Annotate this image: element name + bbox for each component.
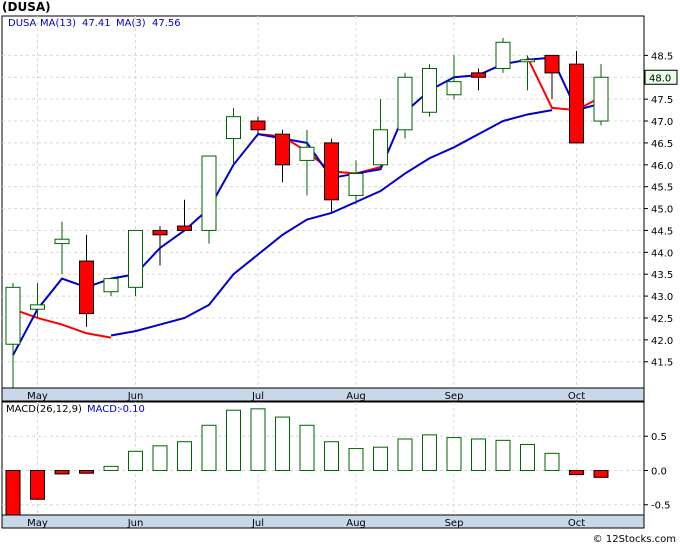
candle-body xyxy=(446,81,462,96)
macd-bar xyxy=(30,469,45,500)
price-tick-label: 42.5 xyxy=(651,314,673,325)
macd-bar xyxy=(128,450,143,471)
price-tick-label: 47.0 xyxy=(651,117,673,128)
macd-bar xyxy=(324,441,339,471)
macd-month-label: Sep xyxy=(445,518,464,529)
macd-bar xyxy=(471,438,486,471)
macd-month-label: Oct xyxy=(568,518,585,529)
macd-panel: 0.5 0.0 -0.5 MACD(26,12,9) MACD:-0.10 May Jun J… xyxy=(1,401,671,529)
macd-tick-label: 0.0 xyxy=(651,466,667,477)
candle-body xyxy=(422,68,437,113)
price-tick-label: 44.0 xyxy=(651,248,673,259)
macd-bar xyxy=(275,416,290,471)
macd-month-label: Jun xyxy=(127,518,144,529)
candle-body xyxy=(250,120,266,131)
price-tick-label: 42.0 xyxy=(651,336,673,347)
macd-bar xyxy=(593,469,609,478)
legend-ma3-label: MA(3) xyxy=(116,18,146,29)
macd-bar xyxy=(79,469,94,474)
macd-tick-label: 0.5 xyxy=(651,432,667,443)
macd-bar xyxy=(299,424,315,471)
macd-bar xyxy=(103,465,119,471)
macd-month-label: May xyxy=(27,518,48,529)
macd-legend-label: MACD: xyxy=(87,404,120,415)
month-label: Sep xyxy=(445,391,464,402)
month-label: Jun xyxy=(127,391,144,402)
last-price-label: 48.0 xyxy=(649,73,671,84)
price-tick-label: 41.5 xyxy=(651,358,673,369)
macd-bar xyxy=(569,469,584,476)
price-tick-label: 48.5 xyxy=(651,51,673,62)
candle-body xyxy=(201,155,217,231)
candle-body xyxy=(520,59,535,63)
price-panel: 41.5 42.0 42.5 43.0 43.5 44.0 44.5 45.0 45.5 46.0… xyxy=(1,15,678,402)
candle-body xyxy=(275,133,290,166)
price-tick-label: 45.0 xyxy=(651,205,673,216)
macd-bar xyxy=(201,424,217,471)
macd-bar xyxy=(250,408,266,471)
macd-bar xyxy=(373,446,388,471)
moving-average-line xyxy=(526,57,602,112)
macd-bar xyxy=(348,448,364,471)
candle-body xyxy=(348,173,364,196)
candle-body xyxy=(397,76,413,131)
macd-legend-value: -0.10 xyxy=(119,404,145,415)
candle-body xyxy=(79,260,94,315)
price-tick-label: 45.5 xyxy=(651,183,673,194)
last-price-badge xyxy=(644,69,678,85)
price-tick-label: 43.0 xyxy=(651,292,673,303)
macd-bar xyxy=(446,437,462,471)
candle-body xyxy=(495,41,511,70)
price-tick-label: 46.5 xyxy=(651,139,673,150)
candle-body xyxy=(299,146,315,161)
legend-ma13-value: 47.41 xyxy=(82,18,111,29)
price-tick-label: 47.5 xyxy=(651,95,673,106)
macd-bar xyxy=(152,445,168,471)
candle-body xyxy=(569,63,584,144)
macd-bar xyxy=(544,452,560,471)
macd-bar xyxy=(422,434,437,471)
macd-legend-params: MACD(26,12,9) xyxy=(6,404,82,415)
price-tick-label: 44.5 xyxy=(651,226,673,237)
candle-body xyxy=(30,304,45,310)
candle-body xyxy=(128,229,143,288)
macd-bar xyxy=(495,439,511,471)
price-x-axis-band xyxy=(1,387,645,402)
candle-body xyxy=(226,116,241,140)
macd-bar xyxy=(54,469,70,475)
macd-month-label: Jul xyxy=(251,518,264,529)
price-tick-label: 43.5 xyxy=(651,270,673,281)
macd-plot-area xyxy=(1,401,645,516)
candle-body xyxy=(471,72,486,78)
month-label: Oct xyxy=(568,391,585,402)
macd-x-axis-band xyxy=(1,514,645,529)
macd-tick-label: -0.5 xyxy=(651,501,671,512)
chart-title: (DUSA) xyxy=(2,0,51,14)
legend-ticker: DUSA xyxy=(8,18,37,29)
macd-bar xyxy=(177,441,192,471)
legend-ma13-label: MA(13) xyxy=(40,18,76,29)
candle-body xyxy=(177,225,192,231)
macd-bar xyxy=(397,438,413,471)
candle-body xyxy=(5,286,21,345)
candle-body xyxy=(103,278,119,293)
candle-body xyxy=(544,54,560,74)
macd-month-label: Aug xyxy=(346,518,366,529)
month-label: Jul xyxy=(251,391,264,402)
credit: © 12Stocks.com xyxy=(592,534,676,545)
candle-body xyxy=(593,76,609,122)
candle-body xyxy=(54,238,70,245)
macd-bar xyxy=(5,469,21,516)
macd-bar xyxy=(520,443,535,471)
month-label: May xyxy=(27,391,48,402)
candle-body xyxy=(152,229,168,236)
macd-bar xyxy=(226,409,241,471)
candle-body xyxy=(373,129,388,166)
month-label: Aug xyxy=(346,391,366,402)
candle-body xyxy=(324,142,339,201)
moving-average-line xyxy=(12,308,112,339)
price-tick-label: 46.0 xyxy=(651,161,673,172)
legend-ma3-value: 47.56 xyxy=(152,18,181,29)
